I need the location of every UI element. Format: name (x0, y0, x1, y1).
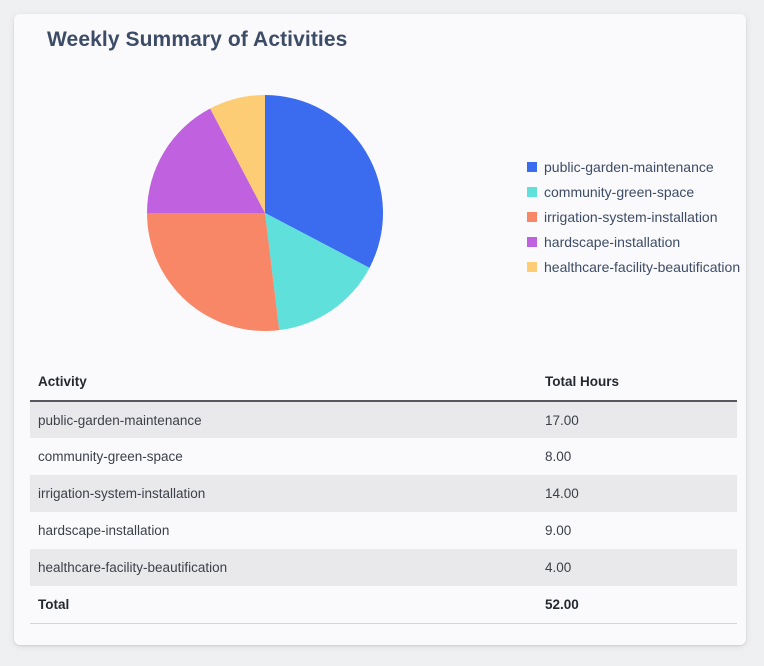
summary-card: Weekly Summary of Activities public-gard… (14, 14, 746, 645)
chart-legend: public-garden-maintenance community-green… (527, 154, 740, 279)
cell-total-hours: 14.00 (537, 475, 737, 512)
legend-label: irrigation-system-installation (544, 208, 718, 225)
table-row: irrigation-system-installation 14.00 (30, 475, 737, 512)
cell-activity: public-garden-maintenance (30, 401, 537, 438)
pie-chart (147, 95, 383, 331)
legend-label: hardscape-installation (544, 233, 681, 250)
legend-swatch-icon (527, 161, 537, 172)
legend-swatch-icon (527, 186, 537, 197)
legend-swatch-icon (527, 236, 537, 247)
cell-total-hours: 4.00 (537, 549, 737, 586)
legend-item-irrigation-system-installation[interactable]: irrigation-system-installation (527, 204, 740, 229)
pie-slice-healthcare-facility-beautification[interactable] (210, 95, 265, 213)
legend-item-hardscape-installation[interactable]: hardscape-installation (527, 229, 740, 254)
legend-swatch-icon (527, 261, 537, 272)
pie-slice-irrigation-system-installation[interactable] (147, 213, 280, 331)
column-header-activity: Activity (30, 366, 537, 402)
activity-table-body: public-garden-maintenance 17.00 community-… (30, 401, 737, 586)
table-row: community-green-space 8.00 (30, 438, 737, 475)
cell-activity: irrigation-system-installation (30, 475, 537, 512)
table-total-row: Total 52.00 (30, 586, 737, 624)
cell-total-hours: 9.00 (545, 523, 572, 538)
total-value: 52.00 (537, 586, 737, 624)
cell-total-hours: 8.00 (545, 449, 572, 464)
legend-swatch-icon (527, 211, 537, 222)
cell-activity: healthcare-facility-beautification (30, 549, 537, 586)
legend-label: healthcare-facility-beautification (544, 258, 741, 275)
legend-label: community-green-space (544, 183, 695, 200)
legend-item-community-green-space[interactable]: community-green-space (527, 179, 740, 204)
legend-label: public-garden-maintenance (544, 158, 714, 175)
page-title: Weekly Summary of Activities (47, 28, 348, 51)
pie-slice-hardscape-installation[interactable] (147, 108, 265, 213)
pie-slice-community-green-space[interactable] (265, 213, 370, 331)
table-row: hardscape-installation 9.00 (30, 512, 737, 549)
table-row: public-garden-maintenance 17.00 (30, 401, 737, 438)
table-row: healthcare-facility-beautification 4.00 (30, 549, 737, 586)
table-header-row: Activity Total Hours (30, 366, 737, 402)
legend-item-healthcare-facility-beautification[interactable]: healthcare-facility-beautification (527, 254, 740, 279)
activity-table: Activity Total Hours public-garden-maint… (30, 366, 737, 624)
cell-activity: hardscape-installation (38, 523, 170, 538)
cell-total-hours: 17.00 (537, 401, 737, 438)
total-label: Total (30, 586, 537, 624)
cell-activity: community-green-space (38, 449, 183, 464)
column-header-total-hours: Total Hours (537, 366, 737, 402)
pie-slice-public-garden-maintenance[interactable] (265, 95, 383, 268)
legend-item-public-garden-maintenance[interactable]: public-garden-maintenance (527, 154, 740, 179)
